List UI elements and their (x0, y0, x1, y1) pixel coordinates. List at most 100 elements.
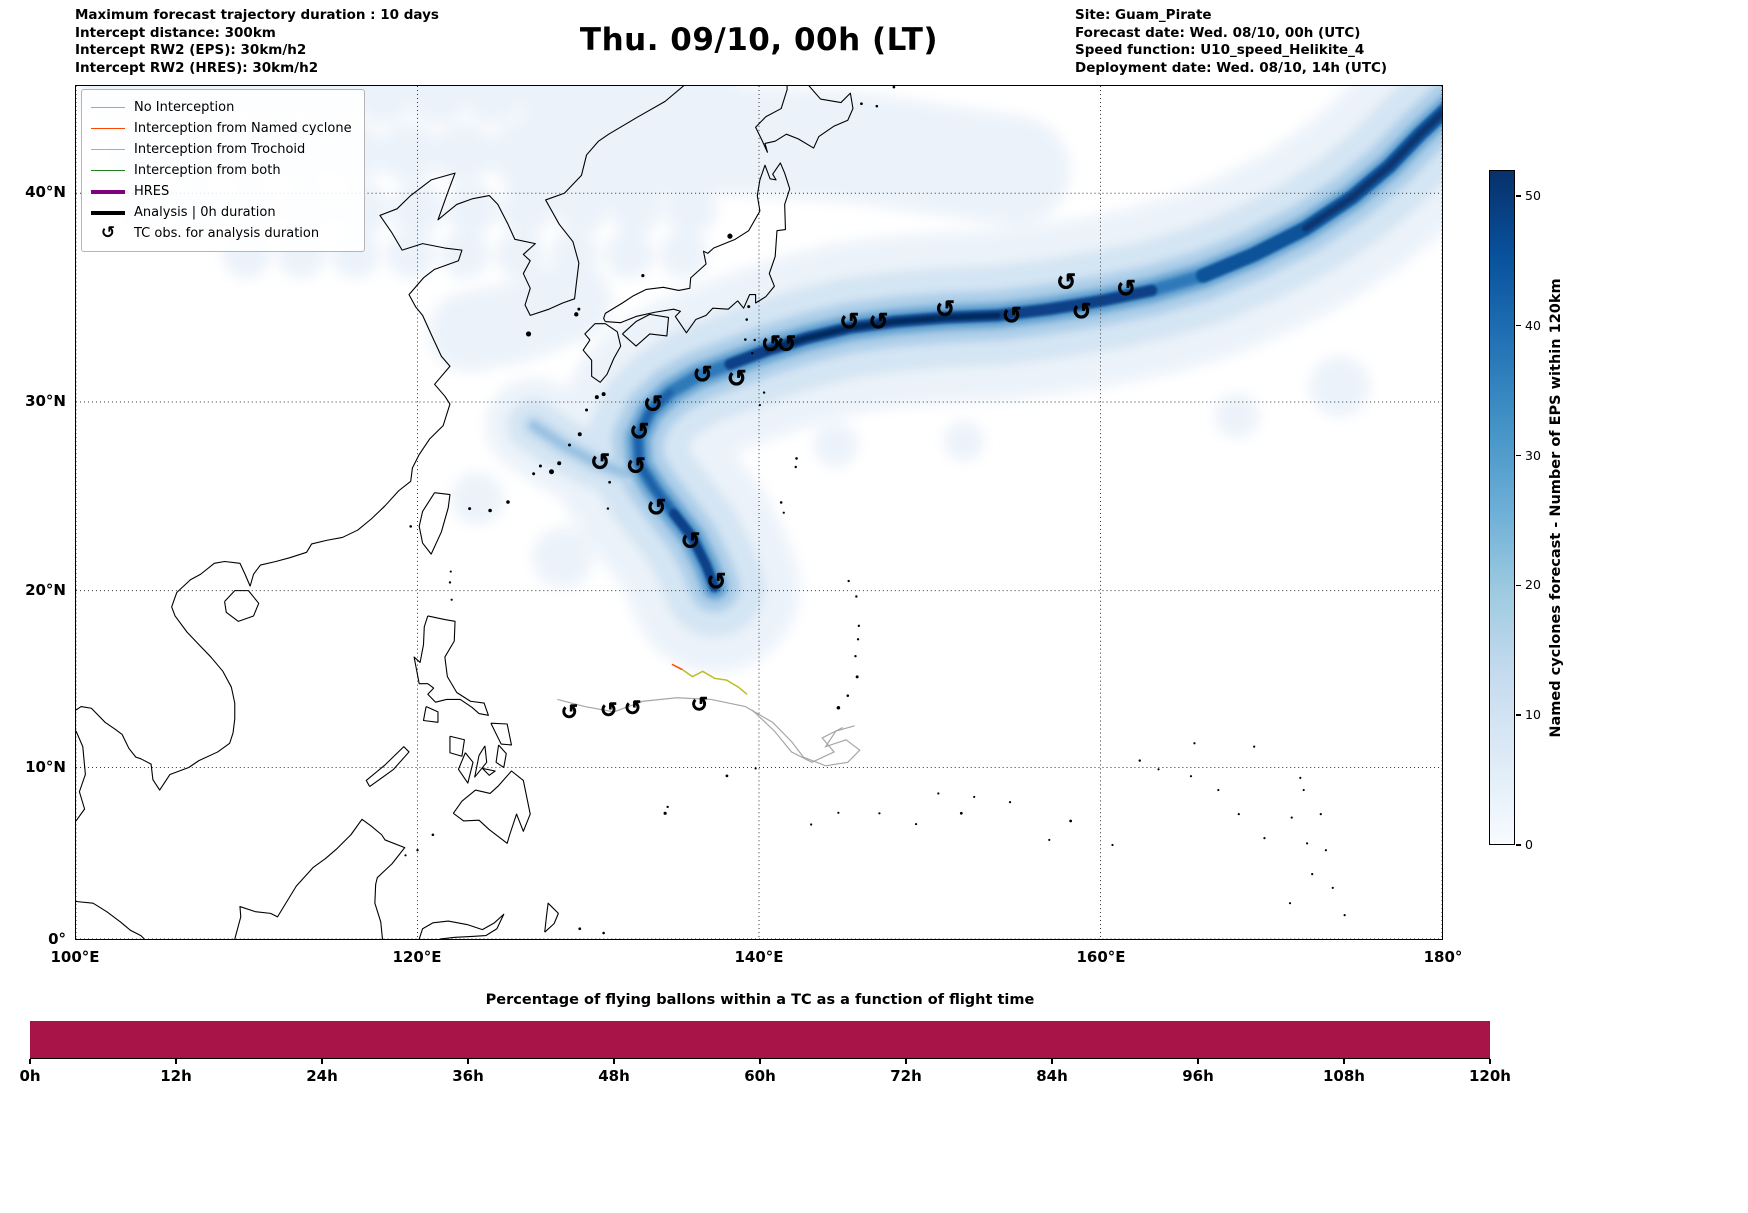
no-interception-track (557, 697, 861, 767)
trajectories (557, 663, 861, 767)
info-line-1: Site: Guam_Pirate (1075, 7, 1212, 23)
named-cyclone-track (671, 663, 683, 671)
tc-obs-marker: ↺ (561, 700, 579, 724)
bar-segment (906, 1021, 1052, 1058)
legend-label: Interception from Named cyclone (134, 121, 352, 136)
map-x-tick-label: 140°E (734, 948, 784, 966)
bar-segment (1344, 1021, 1490, 1058)
map-y-tick-label: 30°N (25, 391, 66, 410)
legend-label: Analysis | 0h duration (134, 205, 276, 220)
tc-obs-marker: ↺ (935, 295, 955, 323)
map-x-tick-label: 100°E (50, 948, 100, 966)
bottom-axis-tick-label: 72h (890, 1067, 922, 1085)
bottom-axis-tick-label: 60h (744, 1067, 776, 1085)
legend-line (91, 189, 125, 194)
bottom-axis-tick-label: 96h (1182, 1067, 1214, 1085)
legend-line-sample (90, 106, 126, 109)
tc-obs-marker: ↺ (681, 527, 701, 555)
param-line-4: Intercept RW2 (HRES): 30km/h2 (75, 59, 319, 76)
bottom-axis-tick-mark (1343, 1059, 1345, 1064)
coastlines (76, 86, 1346, 939)
param-line-2: Intercept distance: 300km (75, 24, 276, 41)
colorbar-gradient (1489, 170, 1515, 845)
legend-line (91, 127, 125, 130)
colorbar-tick-label: 10 (1525, 707, 1541, 723)
colorbar-tick-label: 0 (1525, 837, 1533, 852)
legend-line-sample (90, 127, 126, 130)
legend-line (91, 169, 125, 172)
bottom-axis-tick-label: 84h (1036, 1067, 1068, 1085)
tc-obs-marker: ↺ (1116, 274, 1136, 302)
tc-obs-marker: ↺ (624, 696, 642, 720)
bottom-axis-tick-mark (613, 1059, 615, 1064)
bottom-axis-tick-label: 120h (1469, 1067, 1511, 1085)
legend-label: HRES (134, 184, 170, 199)
bar-segment (1198, 1021, 1344, 1058)
colorbar-tick-mark (1516, 195, 1521, 197)
map-y-tick-label: 40°N (25, 182, 66, 201)
bottom-axis-tick-mark (1489, 1059, 1491, 1064)
tc-obs-marker: ↺ (590, 448, 610, 476)
bottom-axis-tick-label: 12h (160, 1067, 192, 1085)
bottom-axis-tick-label: 24h (306, 1067, 338, 1085)
bottom-axis-tick-label: 0h (19, 1067, 41, 1085)
bottom-axis-tick-label: 36h (452, 1067, 484, 1085)
map-y-tick-label: 0° (48, 930, 66, 948)
legend-item-0: No Interception (90, 97, 352, 118)
bar-segment (468, 1021, 614, 1058)
info-line-3: Speed function: U10_speed_Helikite_4 (1075, 42, 1365, 58)
no-interception-track (751, 709, 843, 763)
bottom-axis-tick-label: 48h (598, 1067, 630, 1085)
tc-obs-marker: ↺ (1072, 297, 1092, 325)
legend-label: No Interception (134, 100, 235, 115)
map-y-tick-label: 20°N (25, 580, 66, 599)
legend-label: TC obs. for analysis duration (134, 226, 320, 241)
map-y-tick-label: 10°N (25, 758, 66, 777)
map-x-tick-label: 180° (1423, 948, 1463, 966)
legend-line (91, 148, 125, 151)
figure-title: Thu. 09/10, 00h (LT) (579, 22, 939, 58)
colorbar-tick-label: 50 (1525, 187, 1541, 203)
legend-cyclone-marker-icon: ↺ (100, 223, 116, 243)
tc-obs-marker: ↺ (629, 417, 649, 445)
colorbar-tick-label: 40 (1525, 317, 1541, 333)
map-panel: ↺ ↺ ↺ ↺ ↺ ↺ ↺ ↺ ↺ ↺ ↺ ↺ ↺ ↺ ↺ ↺ ↺ ↺ ↺ ↺ ↺ ↺ No Interception In… (75, 85, 1443, 940)
colorbar-tick-label: 20 (1525, 577, 1541, 593)
bottom-axis-tick-mark (467, 1059, 469, 1064)
legend-line-sample (90, 169, 126, 172)
tc-obs-marker: ↺ (647, 494, 667, 522)
legend-item-2: Interception from Trochoid (90, 139, 352, 160)
colorbar-label: Named cyclones forecast - Number of EPS … (1548, 278, 1564, 738)
bar-segment (322, 1021, 468, 1058)
colorbar-tick-mark (1516, 844, 1521, 846)
tc-obs-marker: ↺ (839, 308, 859, 336)
map-canvas: ↺↺↺↺↺↺↺↺ ↺↺↺↺ ↺ ↺ ↺↺↺↺↺ ↺ ↺ ↺ (76, 86, 1442, 939)
info-line-4: Deployment date: Wed. 08/10, 14h (UTC) (1075, 59, 1388, 76)
colorbar-tick-label: 30 (1525, 447, 1541, 463)
legend-line-sample (90, 148, 126, 151)
tc-obs-marker: ↺ (643, 390, 663, 418)
info-line-2: Forecast date: Wed. 08/10, 00h (UTC) (1075, 24, 1361, 41)
bottom-axis-tick-mark (1197, 1059, 1199, 1064)
tc-obs-marker: ↺ (691, 693, 709, 717)
map-legend: No Interception Interception from Named c… (81, 89, 365, 252)
bottom-chart-title: Percentage of flying ballons within a TC… (485, 992, 1035, 1008)
legend-item-3: Interception from both (90, 160, 352, 181)
tc-obs-marker: ↺ (776, 330, 796, 358)
tc-obs-marker: ↺ (868, 308, 888, 336)
tc-obs-marker: ↺ (1056, 268, 1076, 296)
bottom-axis-tick-mark (905, 1059, 907, 1064)
bar-segment (30, 1021, 176, 1058)
legend-item-4: HRES (90, 181, 352, 202)
tc-obs-marker: ↺ (626, 452, 646, 480)
tc-obs-markers: ↺↺↺↺↺↺↺↺ ↺↺↺↺ ↺ ↺ ↺↺↺↺↺ ↺ ↺ ↺ (560, 268, 1136, 724)
tc-obs-marker: ↺ (693, 360, 713, 388)
tc-percentage-bar (30, 1021, 1490, 1058)
legend-line (91, 210, 125, 215)
legend-line (91, 106, 125, 109)
tc-obs-marker: ↺ (727, 364, 747, 392)
colorbar-tick-mark (1516, 714, 1521, 716)
colorbar-tick-mark (1516, 325, 1521, 327)
bar-segment (176, 1021, 322, 1058)
colorbar-tick-mark (1516, 454, 1521, 457)
